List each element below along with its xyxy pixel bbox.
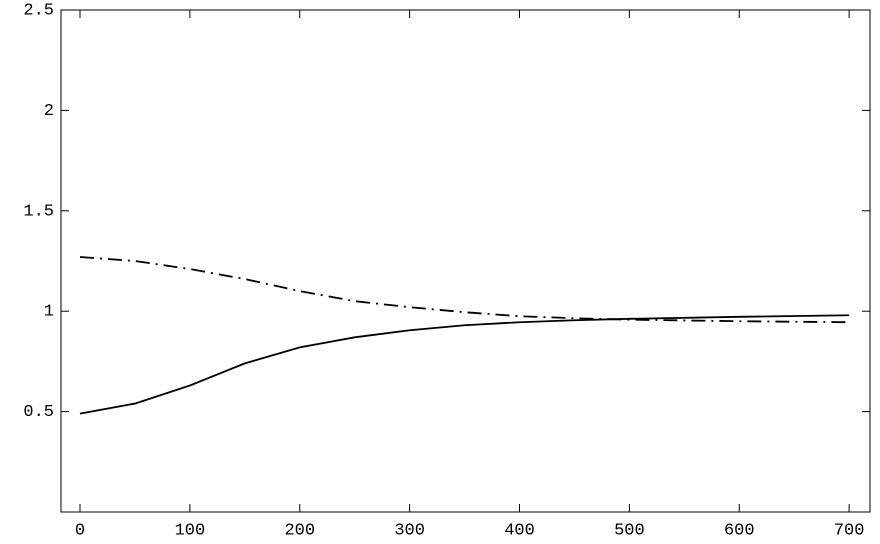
x-tick-label: 700 xyxy=(834,521,865,540)
y-tick-label: 1.5 xyxy=(23,202,54,221)
x-tick-label: 500 xyxy=(614,521,645,540)
y-tick-label: 2 xyxy=(44,102,54,121)
x-tick-label: 0 xyxy=(75,521,85,540)
x-tick-label: 100 xyxy=(175,521,206,540)
x-tick-label: 600 xyxy=(724,521,755,540)
x-tick-label: 200 xyxy=(284,521,315,540)
x-tick-label: 400 xyxy=(504,521,535,540)
y-tick-label: 0.5 xyxy=(23,403,54,422)
x-tick-label: 300 xyxy=(394,521,425,540)
y-tick-label: 2.5 xyxy=(23,1,54,20)
data-line xyxy=(79,256,850,324)
data-line xyxy=(79,314,850,415)
plot-frame xyxy=(60,9,871,513)
y-tick-label: 1 xyxy=(44,303,54,322)
